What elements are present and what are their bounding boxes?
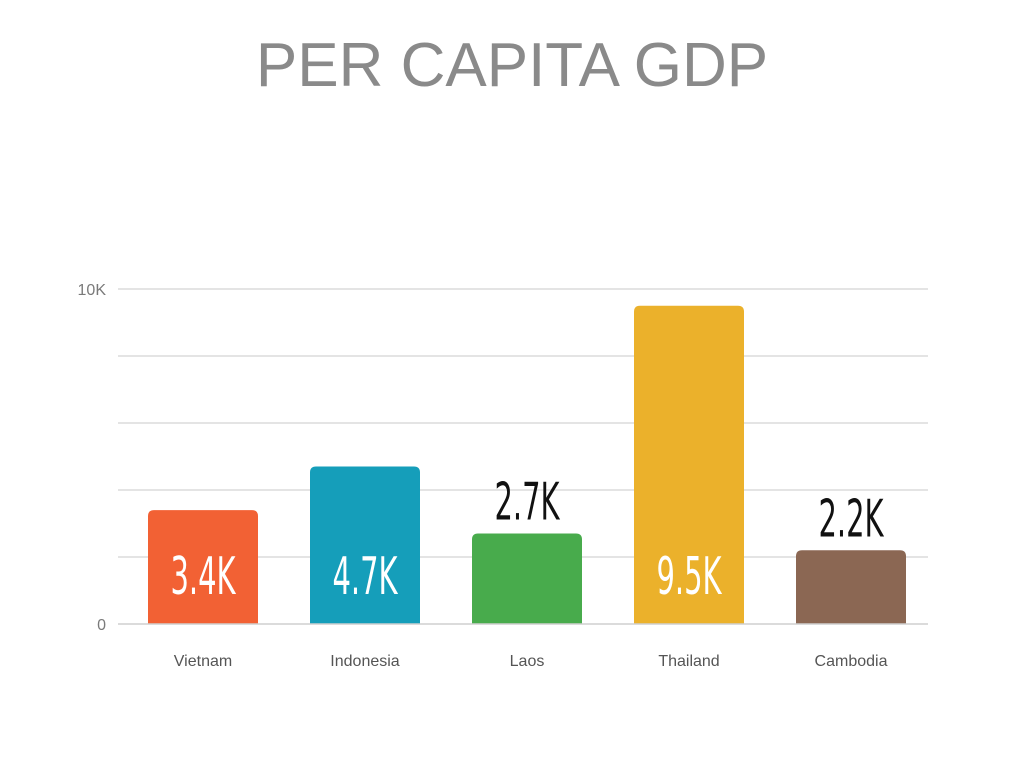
data-label: 2.7K [494,473,560,533]
bar-laos [472,533,582,624]
category-label: Thailand [658,653,719,670]
data-label: 2.2K [818,489,884,549]
bar-cambodia [796,550,906,624]
bar-vietnam [148,510,258,624]
category-label: Laos [510,653,545,670]
data-label: 3.4K [170,547,236,607]
chart-title: PER CAPITA GDP [255,31,769,100]
y-tick-label: 0 [97,617,106,634]
y-tick-label: 10K [78,282,107,299]
data-label: 4.7K [332,547,398,607]
data-label: 9.5K [656,547,722,607]
bar-thailand [634,305,744,624]
bar-indonesia [310,466,420,624]
category-label: Vietnam [174,653,232,670]
category-label: Cambodia [815,653,888,670]
category-label: Indonesia [330,653,399,670]
